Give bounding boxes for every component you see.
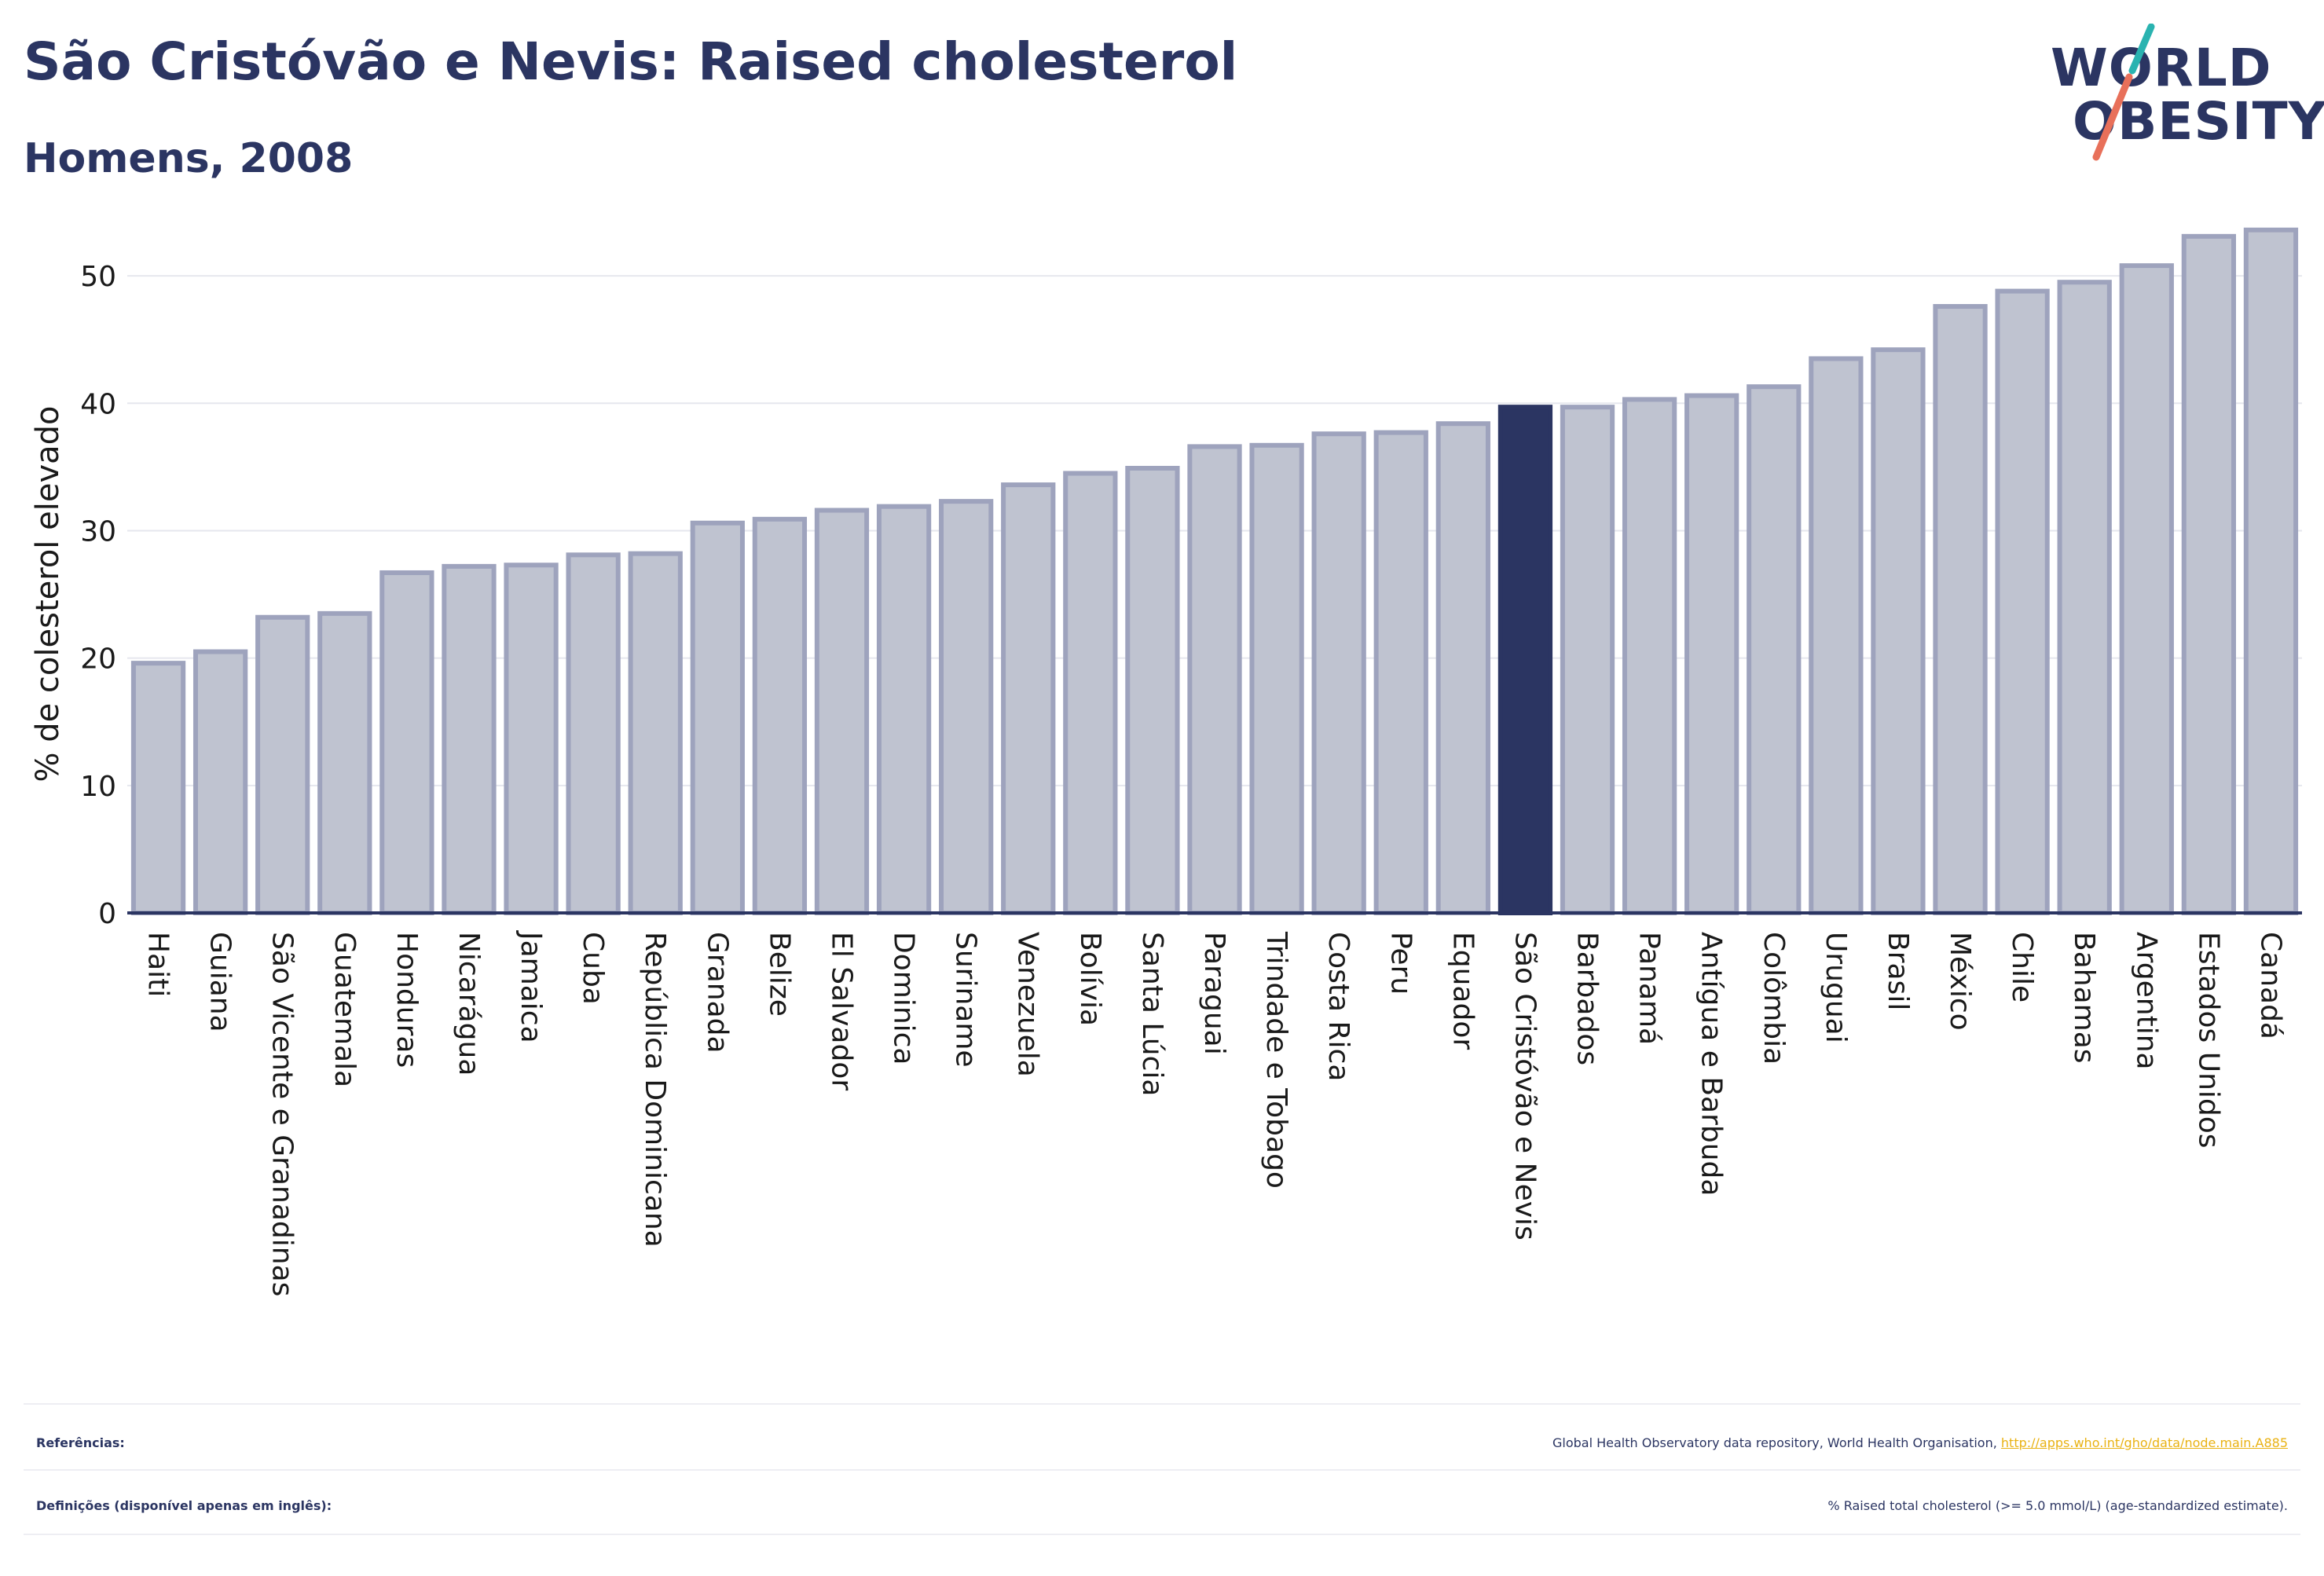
x-tick-label: Peru [1384,932,1417,995]
definitions-value: % Raised total cholesterol (>= 5.0 mmol/… [1827,1497,2288,1513]
x-tick-label: Dominica [888,932,920,1065]
x-tick-label: El Salvador [825,932,857,1090]
bar-30 [1995,288,2050,915]
bar-34 [2243,227,2299,915]
footer-top-rule [24,1403,2300,1405]
bar-1 [192,649,248,915]
bar-19 [1311,431,1366,915]
x-tick-label: Barbados [1571,932,1604,1065]
bar-14 [1001,482,1056,915]
bar-28 [1871,347,1926,915]
bar-0 [130,661,186,916]
x-tick-label: Bolívia [1074,932,1106,1026]
x-tick-label: Equador [1446,932,1479,1050]
references-text: Global Health Observatory data repositor… [1552,1435,1997,1450]
references-value: Global Health Observatory data repositor… [1552,1435,2300,1450]
bar-27 [1809,356,1864,915]
x-tick-label: Argentina [2130,932,2162,1070]
bar-25 [1684,393,1739,915]
definitions-label: Definições (disponível apenas em inglês)… [36,1497,332,1513]
x-tick-label: México [1944,932,1976,1031]
bar-11 [814,508,870,915]
x-tick-label: Chile [2006,932,2038,1002]
x-tick-label: Colômbia [1758,932,1790,1065]
x-tick-label: Paraguai [1198,932,1230,1055]
x-tick-label: São Vicente e Granadinas [266,932,299,1296]
footer-middle-rule [24,1469,2300,1471]
bar-10 [752,516,808,915]
x-tick-label: Guiana [204,932,236,1032]
x-tick-label: Venezuela [1012,932,1044,1077]
bar-3 [317,610,372,915]
y-tick-label: 0 [98,898,116,930]
footer-bottom-rule [24,1534,2300,1535]
bar-6 [504,563,559,916]
bar-13 [939,499,994,915]
x-tick-label: Guatemala [328,932,361,1087]
bar-5 [442,563,497,916]
references-row: Referências: Global Health Observatory d… [24,1411,2300,1474]
bar-chart: 0 10 20 30 40 50 % de colesterol elevado Haiti G… [30,227,2302,1296]
x-tick-label: Nicarágua [453,932,485,1076]
x-tick-label: Santa Lúcia [1136,932,1168,1096]
x-tick-label: Estados Unidos [2192,932,2224,1149]
x-tick-label: Haiti [142,932,174,997]
bar-7 [566,552,621,915]
bar-2 [255,614,310,915]
x-tick-label: Granada [701,932,733,1054]
y-tick-label: 40 [80,388,116,420]
references-link[interactable]: http://apps.who.int/gho/data/node.main.A… [2000,1435,2288,1450]
x-tick-label: Uruguai [1820,932,1852,1043]
bar-23 [1560,405,1615,915]
bar-32 [2119,263,2174,915]
x-tick-label: Suriname [950,932,982,1068]
bar-16 [1125,465,1180,915]
definitions-row: Definições (disponível apenas em inglês)… [24,1474,2300,1537]
x-tick-label: Canadá [2254,932,2286,1039]
y-axis-label: % de colesterol elevado [30,405,66,782]
x-tick-label: República Dominicana [639,932,671,1248]
bar-9 [690,520,745,915]
bar-29 [1933,304,1988,916]
x-tick-label: Jamaica [515,930,547,1043]
bar-12 [876,504,932,915]
bar-24 [1622,397,1677,915]
x-tick-label: Panamá [1633,932,1666,1045]
page-title: São Cristóvão e Nevis: Raised cholestero… [24,31,1238,92]
x-tick-label: Brasil [1882,932,1914,1010]
bar-18 [1249,442,1304,915]
bar-15 [1063,471,1118,915]
logo-slash-icon [2092,24,2155,161]
bar-4 [379,570,434,915]
bar-20 [1373,430,1428,915]
y-tick-label: 30 [80,515,116,548]
x-tick-label: Trindade e Tobago [1260,931,1292,1189]
page-subtitle: Homens, 2008 [24,135,354,182]
x-tick-label: Antígua e Barbuda [1695,932,1728,1196]
y-tick-label: 20 [80,643,116,676]
bar-26 [1747,384,1802,915]
logo-line-1: WORLD [2051,38,2272,98]
bar-33 [2181,233,2237,915]
bar-31 [2057,280,2112,915]
y-tick-label: 50 [80,261,116,293]
x-tick-label: Belize [763,932,795,1017]
world-obesity-logo[interactable]: WORLD OBESITY [2051,24,2324,165]
x-tick-label: Cuba [577,932,609,1005]
x-tick-label: São Cristóvão e Nevis [1508,932,1541,1241]
x-tick-label: Honduras [390,932,423,1068]
bar-21 [1435,421,1490,915]
bar-22 [1497,405,1553,915]
references-label: Referências: [36,1435,125,1450]
bar-8 [628,551,683,915]
x-tick-label: Bahamas [2068,932,2100,1064]
x-tick-label: Costa Rica [1322,932,1354,1081]
bar-17 [1187,444,1242,915]
y-tick-label: 10 [80,771,116,803]
